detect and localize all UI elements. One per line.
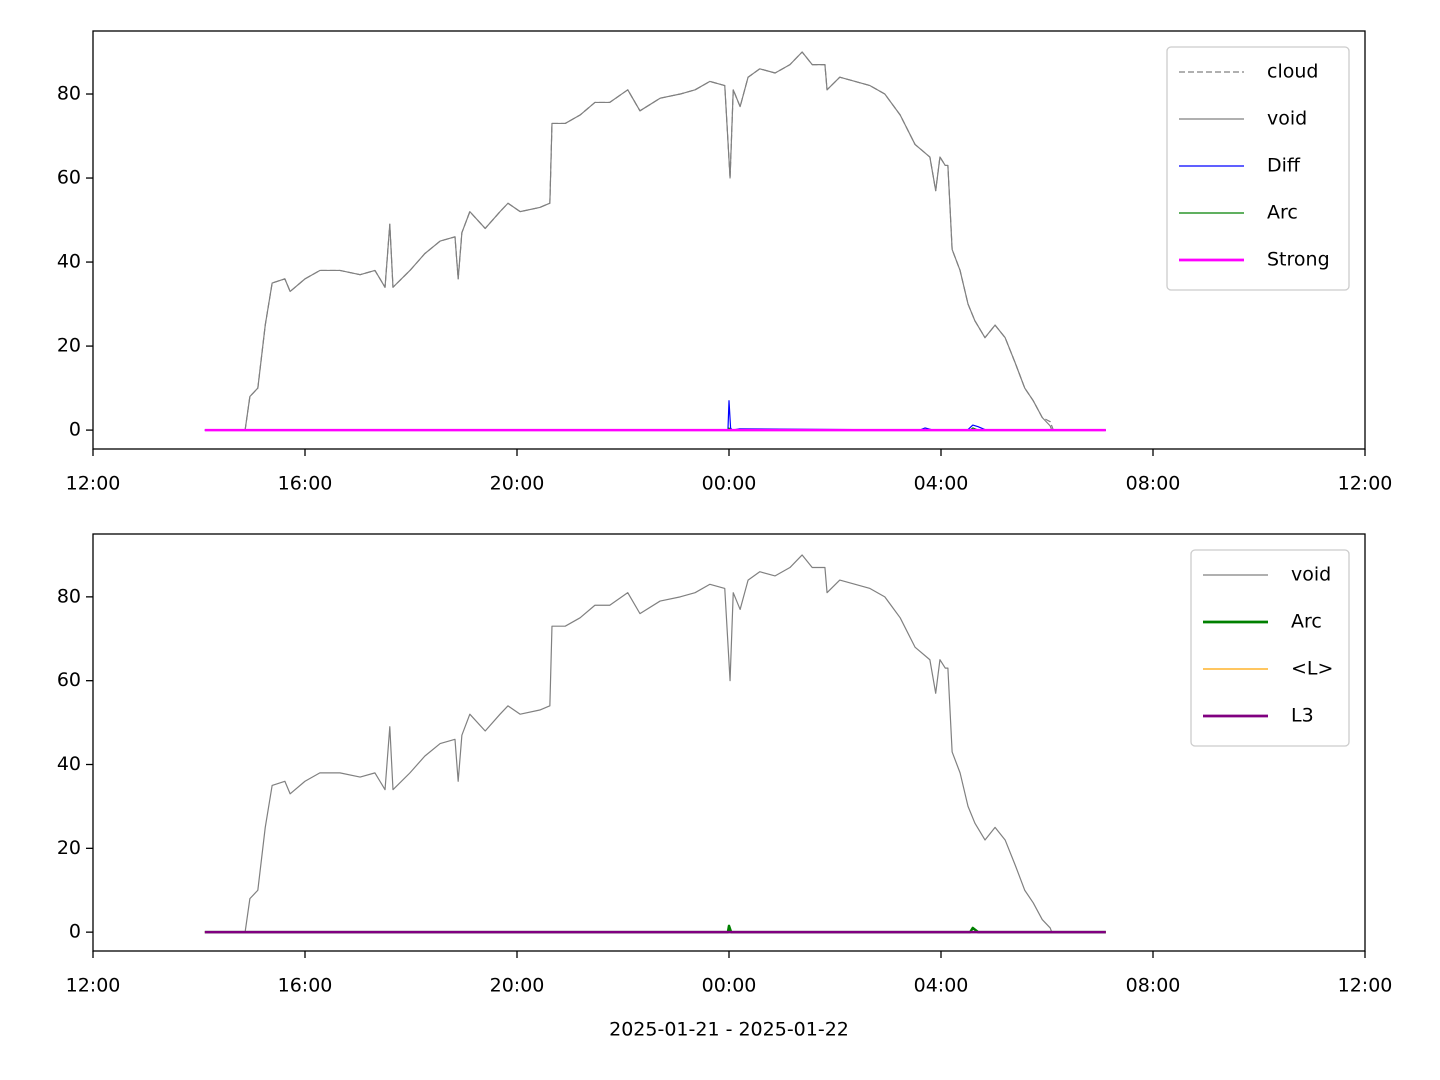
x-tick-label: 16:00: [278, 975, 333, 997]
legend-box: [1190, 549, 1350, 747]
x-tick-label: 00:00: [702, 975, 757, 997]
legend-label: void: [1267, 108, 1307, 130]
y-tick-label: 40: [57, 251, 81, 273]
x-tick-label: 04:00: [914, 473, 969, 495]
x-tick-label: 20:00: [490, 975, 545, 997]
x-tick-label: 00:00: [702, 473, 757, 495]
legend-label: <L>: [1291, 658, 1333, 680]
y-tick-label: 20: [57, 335, 81, 357]
series-line: [244, 51, 1053, 431]
plot-area: [204, 554, 1106, 934]
legend-label: cloud: [1267, 61, 1318, 83]
legend-label: Arc: [1291, 611, 1322, 633]
x-tick-label: 12:00: [1338, 975, 1393, 997]
axes-frame: [92, 533, 1366, 952]
x-tick-label: 08:00: [1126, 473, 1181, 495]
x-tick-label: 12:00: [66, 975, 121, 997]
y-tick-label: 40: [57, 753, 81, 775]
x-tick-label: 04:00: [914, 975, 969, 997]
subplot: 0 20 40 60 80 12:00 16:00 20:00 00:00 04:00 08:00 1…: [57, 30, 1393, 495]
y-tick-label: 0: [69, 419, 81, 441]
legend-box: [1166, 46, 1350, 291]
y-tick-label: 60: [57, 167, 81, 189]
x-tick-label: 12:00: [1338, 473, 1393, 495]
y-tick-label: 0: [69, 921, 81, 943]
series-line: [244, 51, 1054, 431]
legend-label: Arc: [1267, 202, 1298, 224]
x-axis-label: 2025-01-21 - 2025-01-22: [609, 1019, 849, 1041]
y-tick-label: 20: [57, 837, 81, 859]
y-tick-label: 60: [57, 669, 81, 691]
x-tick-label: 16:00: [278, 473, 333, 495]
x-tick-label: 08:00: [1126, 975, 1181, 997]
series-line: [204, 400, 1106, 431]
series-line: [244, 554, 1053, 933]
y-tick-label: 80: [57, 83, 81, 105]
legend-label: void: [1291, 564, 1331, 586]
legend-label: Strong: [1267, 249, 1330, 271]
x-tick-label: 12:00: [66, 473, 121, 495]
legend-label: Diff: [1267, 155, 1301, 177]
y-tick-label: 80: [57, 585, 81, 607]
plot-area: [204, 51, 1106, 432]
legend-label: L3: [1291, 705, 1314, 727]
x-tick-label: 20:00: [490, 473, 545, 495]
subplot: 0 20 40 60 80 12:00 16:00 20:00 00:00 04:00 08:00 1…: [57, 533, 1393, 1041]
